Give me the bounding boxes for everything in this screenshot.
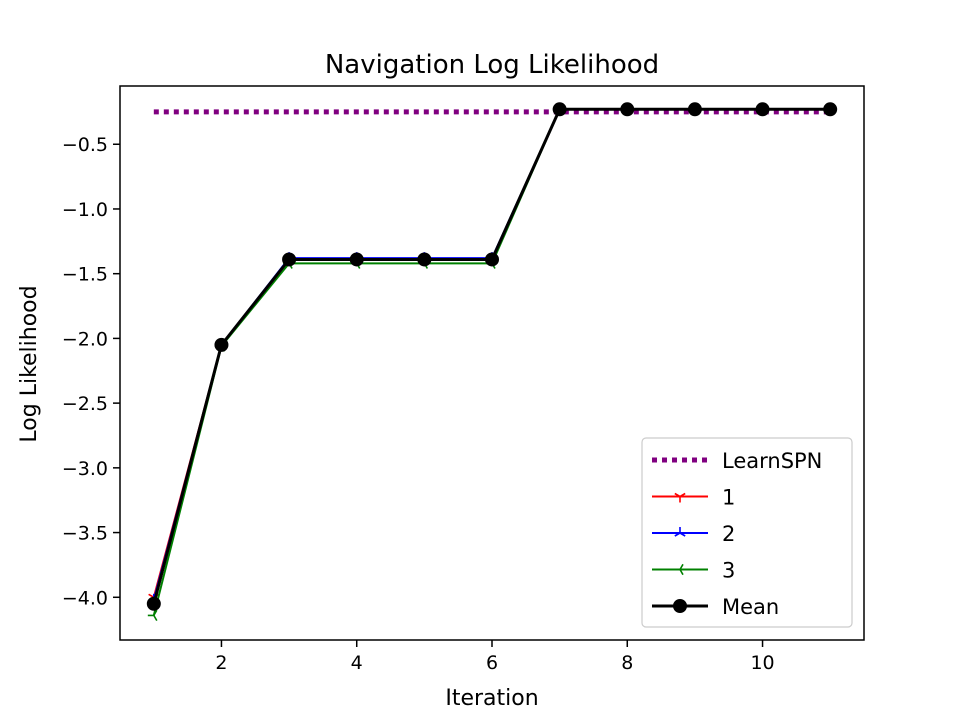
legend-item-learnspn: LearnSPN [652,449,822,473]
y-tick-label: −1.0 [62,199,108,221]
legend-item-2: 2 [652,522,735,546]
legend-item-mean: Mean [652,595,779,619]
legend-label: 3 [722,559,735,583]
y-tick-label: −0.5 [62,134,108,156]
data-point-mean [282,252,297,267]
legend-marker [673,599,687,613]
axis-ticks: 2 4 6 8 10 −0.5 −1.0 −1.5 −2.0 −2.5 −3.0 −3.5 −4.0 [62,134,775,674]
data-point-mean [552,102,567,117]
legend-label: 2 [722,522,735,546]
y-tick-label: −1.5 [62,264,108,286]
x-axis-label: Iteration [445,686,538,711]
legend-item-1: 1 [652,486,735,510]
x-tick-label: 8 [621,652,633,674]
data-point-mean [485,252,499,267]
legend: LearnSPN 1 2 3 Mean [641,437,853,628]
x-tick-label: 6 [486,652,498,674]
data-point-mean [214,337,229,352]
series-mean [146,102,838,611]
series-layer [146,102,838,622]
y-tick-label: −2.0 [62,328,108,350]
legend-label: Mean [722,595,779,619]
data-point-mean [687,102,702,117]
y-axis-label: Log Likelihood [17,285,42,442]
legend-frame [641,437,853,628]
data-point-3 [147,609,158,622]
chart-title: Navigation Log Likelihood [325,50,659,80]
y-tick-label: −3.5 [62,523,108,545]
x-tick-label: 2 [215,652,227,674]
y-tick-label: −3.0 [62,458,108,480]
y-tick-label: −4.0 [62,587,108,609]
legend-label: 1 [722,486,735,510]
data-point-mean [417,252,432,267]
plot-area-frame [119,85,865,641]
x-tick-label: 10 [750,652,774,674]
data-point-mean [823,102,838,117]
legend-item-3: 3 [652,559,735,583]
data-point-mean [620,102,635,117]
data-point-mean [146,596,161,611]
data-point-mean [349,252,364,267]
legend-label: LearnSPN [722,449,822,473]
x-tick-label: 4 [351,652,363,674]
data-point-mean [755,102,770,117]
legend-marker [674,527,686,537]
legend-marker [674,563,684,576]
y-tick-label: −2.5 [62,393,108,415]
legend-marker [674,492,686,503]
